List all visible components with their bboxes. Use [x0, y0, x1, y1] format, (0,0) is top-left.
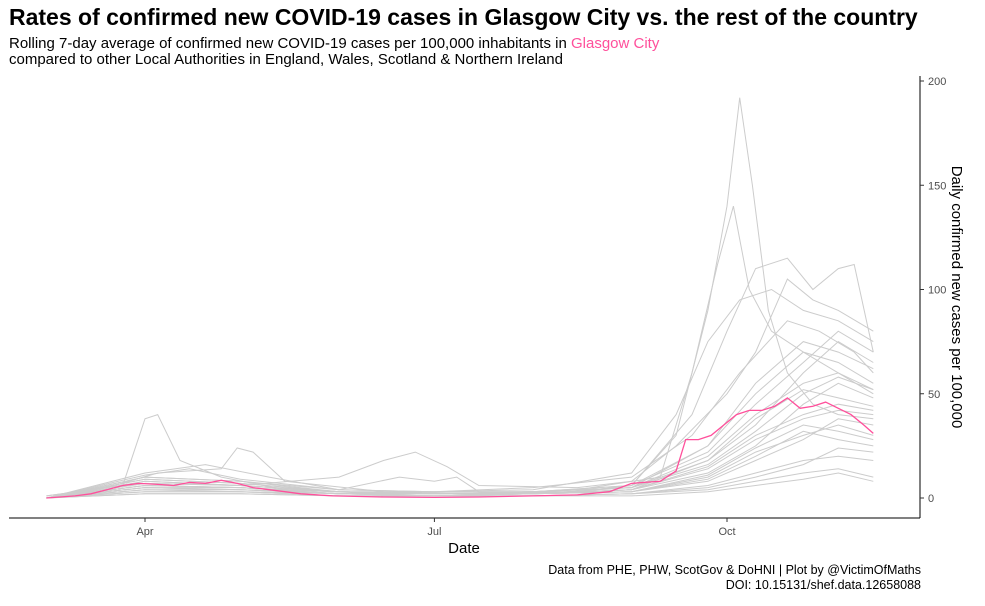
local-authority-line-16: [46, 330, 874, 499]
local-authority-line-23: [46, 341, 874, 499]
local-authority-line-24: [46, 424, 874, 499]
local-authority-line-4: [46, 278, 874, 499]
local-authority-line-6: [46, 320, 874, 499]
x-tick-label: Apr: [136, 526, 153, 538]
local-authority-line-2: [46, 205, 874, 497]
y-tick-label: 50: [928, 389, 940, 401]
caption-line2: DOI: 10.15131/shef.data.12658088: [725, 578, 921, 592]
y-tick-label: 200: [928, 76, 946, 88]
local-authority-line-22: [46, 472, 874, 499]
background-lines-group: [46, 97, 874, 499]
subtitle-highlight: Glasgow City: [570, 35, 660, 52]
x-tick-label: Oct: [718, 526, 735, 538]
local-authority-line-5: [46, 288, 874, 499]
y-ticks-group: 0 50 100 150 200: [920, 76, 946, 505]
y-tick-label: 100: [928, 285, 946, 297]
local-authority-line-7: [46, 351, 874, 499]
x-tick-label: Jul: [427, 526, 441, 538]
subtitle-prefix: Rolling 7-day average of confirmed new C…: [9, 35, 571, 52]
chart-caption: Data from PHE, PHW, ScotGov & DoHNI | Pl…: [548, 563, 921, 593]
local-authority-line-21: [46, 389, 874, 499]
glasgow-city-line: [46, 397, 874, 499]
chart-subtitle: Rolling 7-day average of confirmed new C…: [9, 36, 659, 68]
y-axis-title: Daily confirmed new cases per 100,000: [948, 166, 965, 429]
caption-line1: Data from PHE, PHW, ScotGov & DoHNI | Pl…: [548, 563, 921, 577]
highlight-line-group: [46, 397, 874, 499]
x-axis-title: Date: [448, 540, 480, 557]
y-tick-label: 150: [928, 180, 946, 192]
y-tick-label: 0: [928, 493, 934, 505]
local-authority-line-3: [46, 257, 874, 499]
subtitle-line2: compared to other Local Authorities in E…: [9, 51, 563, 68]
chart-title: Rates of confirmed new COVID-19 cases in…: [9, 4, 918, 30]
x-ticks-group: Apr Jul Oct: [136, 518, 736, 538]
